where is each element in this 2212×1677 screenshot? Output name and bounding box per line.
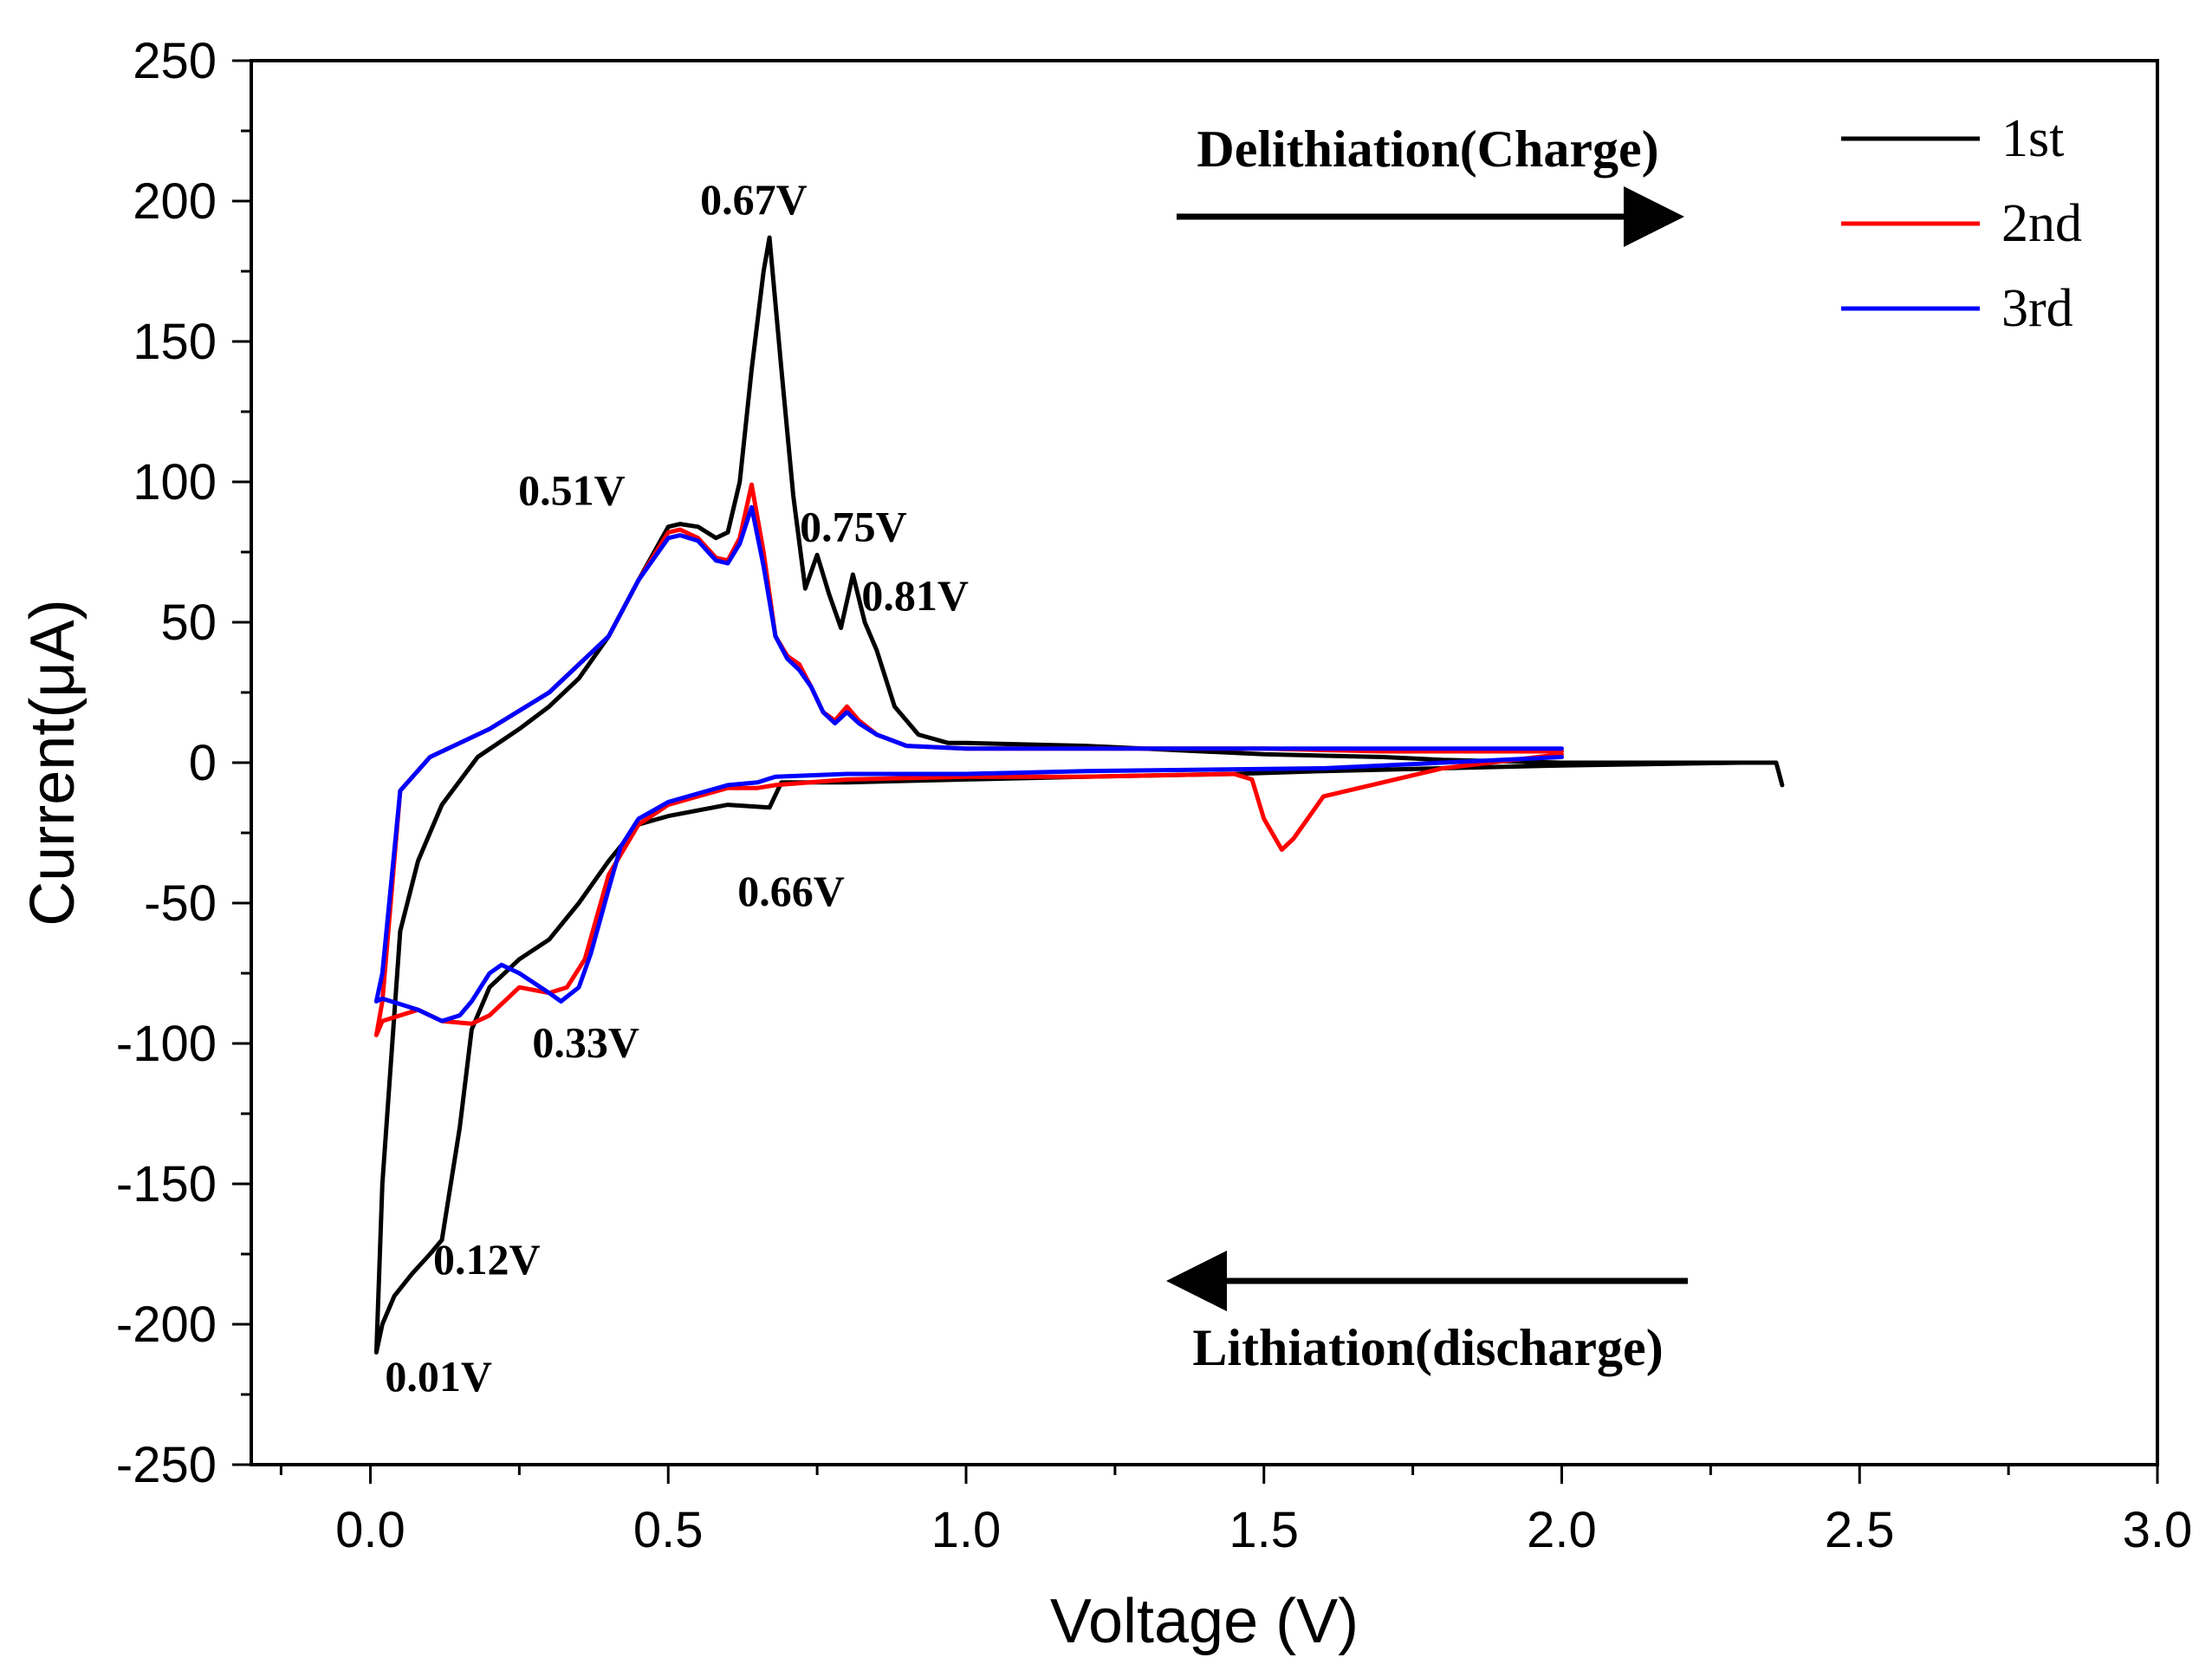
series-line-2nd <box>373 482 1564 1037</box>
y-tick-label: -50 <box>144 875 217 932</box>
x-tick-label: 1.0 <box>931 1502 1002 1558</box>
discharge-direction-label: Lithiation(discharge) <box>1192 1319 1663 1376</box>
y-tick-label: 200 <box>133 173 217 230</box>
x-tick-label: 0.0 <box>335 1502 405 1558</box>
y-axis-title: Current(μA) <box>18 599 88 926</box>
x-tick-label: 3.0 <box>2123 1502 2193 1558</box>
peak-annotation: 0.33V <box>532 1017 639 1066</box>
x-axis-title: Voltage (V) <box>1050 1587 1359 1656</box>
peak-annotation: 0.66V <box>737 867 845 915</box>
legend-label-3rd: 3rd <box>2001 279 2073 338</box>
y-tick-label: -200 <box>116 1297 217 1353</box>
y-tick-label: 50 <box>160 595 217 651</box>
y-tick-label: 100 <box>133 454 217 510</box>
charge-direction-label: Delithiation(Charge) <box>1197 120 1658 178</box>
y-tick-label: -150 <box>116 1156 217 1212</box>
peak-annotation: 0.01V <box>385 1352 492 1401</box>
legend-label-2nd: 2nd <box>2001 194 2082 253</box>
y-tick-label: 0 <box>189 735 217 791</box>
x-tick-label: 2.5 <box>1825 1502 1895 1558</box>
peak-annotation: 0.75V <box>800 503 907 551</box>
y-tick-label: -250 <box>116 1437 217 1493</box>
x-tick-label: 2.0 <box>1527 1502 1597 1558</box>
peak-annotation: 0.51V <box>518 465 626 514</box>
legend-label-1st: 1st <box>2001 109 2064 168</box>
y-tick-label: 150 <box>133 314 217 370</box>
y-tick-label: -100 <box>116 1016 217 1072</box>
series-line-1st <box>373 235 1785 1355</box>
peak-annotation: 0.67V <box>700 175 808 224</box>
x-tick-label: 0.5 <box>633 1502 704 1558</box>
series-line-3rd <box>373 504 1564 1024</box>
peak-annotation: 0.81V <box>861 571 969 620</box>
peak-annotation: 0.12V <box>433 1235 541 1284</box>
y-tick-label: 250 <box>133 33 217 89</box>
x-tick-label: 1.5 <box>1229 1502 1299 1558</box>
